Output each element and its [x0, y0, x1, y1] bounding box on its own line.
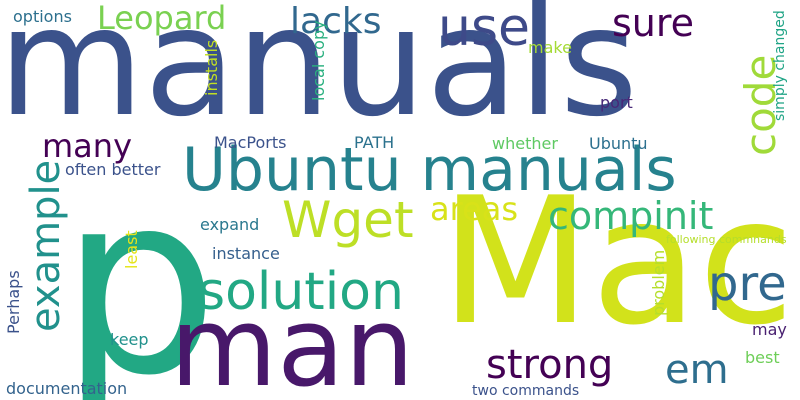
- word-example: example: [23, 159, 69, 332]
- word-may: may: [752, 320, 787, 339]
- word-simply-changed: simply changed: [772, 10, 788, 121]
- word-leopard: Leopard: [97, 0, 227, 37]
- word-lacks: lacks: [290, 1, 382, 42]
- word-best: best: [745, 348, 780, 367]
- word-problem: problem: [649, 249, 668, 316]
- word-use: use: [438, 0, 531, 58]
- word-areas: areas: [430, 190, 519, 228]
- word-strong: strong: [486, 342, 614, 388]
- word-documentation: documentation: [6, 379, 128, 398]
- word-often-better: often better: [65, 160, 161, 179]
- word-local-copy: local copy: [309, 20, 328, 101]
- word-ubuntu: Ubuntu: [589, 134, 648, 153]
- word-solution: solution: [198, 262, 404, 322]
- word-installs: installs: [202, 39, 221, 96]
- word-instance: instance: [212, 244, 280, 263]
- word-options: options: [13, 7, 72, 26]
- word-sure: sure: [612, 1, 695, 45]
- word-man: man: [170, 283, 415, 400]
- word-perhaps: Perhaps: [4, 270, 23, 334]
- word-keep: keep: [110, 330, 149, 349]
- word-em: em: [665, 347, 729, 393]
- word-ubuntu-manuals: Ubuntu manuals: [182, 135, 677, 205]
- word-wget: Wget: [282, 191, 414, 249]
- word-p: p: [60, 139, 219, 400]
- word-path: PATH: [354, 133, 395, 152]
- word-macports: MacPorts: [214, 133, 287, 152]
- word-two-commands: two commands: [472, 383, 580, 399]
- word-mac: Mac: [440, 161, 795, 364]
- word-port: port: [600, 93, 633, 112]
- word-whether: whether: [492, 134, 558, 153]
- word-expand: expand: [200, 215, 260, 234]
- word-pre: pre: [708, 256, 787, 312]
- word-least: least: [122, 230, 141, 269]
- word-manuals: manuals: [0, 0, 638, 150]
- word-make: make: [528, 38, 572, 57]
- word-many: many: [42, 127, 132, 165]
- word-compinit: compinit: [548, 194, 714, 238]
- word-following-commnands: following commnands: [666, 233, 787, 246]
